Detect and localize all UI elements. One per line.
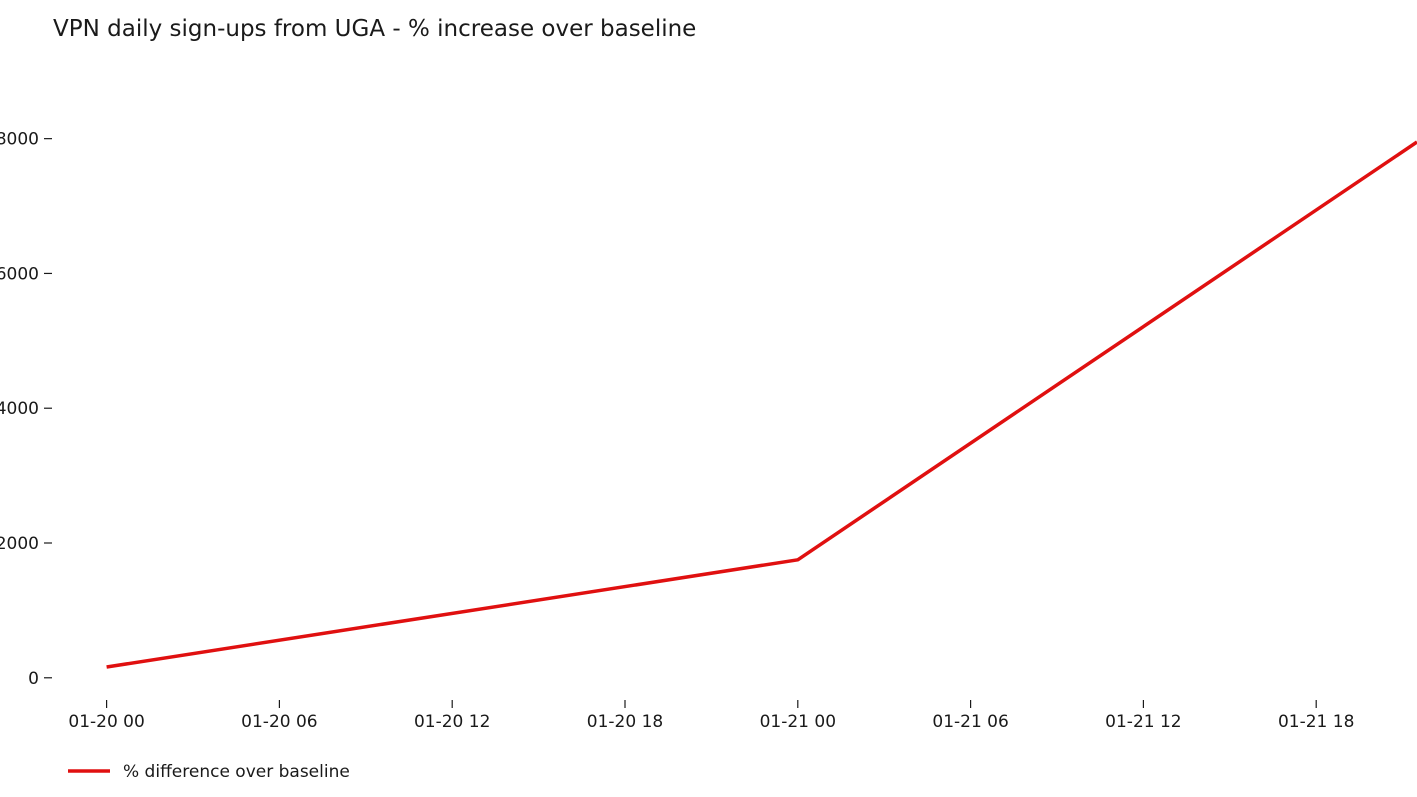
x-axis: 01-20 00 01-20 06 01-20 12 01-20 18 01-21 00… (68, 700, 1354, 732)
series-line (106, 140, 1417, 669)
x-tick-label: 01-20 12 (414, 712, 490, 732)
y-tick-label: 4000 (0, 399, 39, 419)
x-tick-label: 01-20 00 (68, 712, 144, 732)
legend-label: % difference over baseline (123, 762, 350, 782)
x-tick-label: 01-21 06 (932, 712, 1008, 732)
y-tick-label: 6000 (0, 264, 39, 284)
legend: % difference over baseline (68, 762, 350, 782)
x-tick-label: 01-21 18 (1278, 712, 1354, 732)
chart-title: VPN daily sign-ups from UGA - % increase… (53, 16, 696, 42)
y-tick-label: 2000 (0, 534, 39, 554)
x-tick-label: 01-20 18 (587, 712, 663, 732)
x-tick-label: 01-20 06 (241, 712, 317, 732)
y-axis: 0 2000 4000 6000 8000 (0, 130, 52, 689)
x-tick-label: 01-21 00 (760, 712, 836, 732)
y-tick-label: 0 (28, 669, 39, 689)
y-tick-label: 8000 (0, 130, 39, 150)
x-tick-label: 01-21 12 (1105, 712, 1181, 732)
series-layer (106, 140, 1417, 669)
